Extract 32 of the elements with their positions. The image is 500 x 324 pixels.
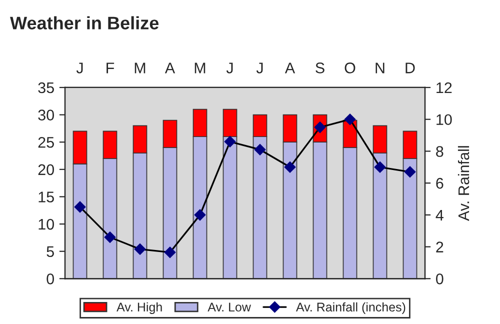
x-tick-label: M — [194, 62, 206, 74]
y2-tick-label: 12 — [436, 82, 452, 94]
y2-tick-label: 10 — [436, 114, 452, 126]
x-tick-label: O — [344, 62, 356, 74]
x-tick-label: M — [134, 62, 146, 74]
y-tick-label: 25 — [38, 136, 54, 148]
y2-tick-label: 0 — [436, 274, 444, 284]
y-tick-label: 10 — [38, 218, 54, 230]
x-tick-label: N — [376, 62, 384, 74]
legend-label: Av. Low — [208, 302, 251, 312]
x-tick-label: A — [284, 62, 296, 74]
x-tick-label: J — [226, 62, 233, 74]
y2-axis-title: Av. Rainfall — [458, 146, 470, 221]
y-tick-label: 20 — [38, 164, 54, 176]
legend-label: Av. High — [116, 302, 162, 314]
chart-title: Weather in Belize — [10, 16, 159, 30]
x-tick-label: S — [316, 62, 324, 74]
x-tick-label: J — [256, 62, 263, 74]
x-tick-label: F — [106, 62, 114, 74]
y-tick-label: 35 — [38, 82, 54, 94]
y2-tick-label: 6 — [436, 178, 444, 189]
x-tick-label: J — [76, 62, 83, 74]
legend-label: Av. Rainfall (inches) — [296, 302, 406, 314]
y-tick-label: 30 — [38, 110, 54, 120]
x-tick-label: A — [164, 62, 176, 74]
y-tick-label: 0 — [46, 274, 54, 284]
y-tick-label: 5 — [46, 246, 54, 258]
y2-tick-label: 8 — [436, 146, 444, 157]
y-tick-label: 15 — [38, 192, 54, 202]
x-tick-label: D — [406, 62, 415, 74]
y2-tick-label: 2 — [436, 242, 444, 252]
y2-tick-label: 4 — [436, 210, 444, 220]
